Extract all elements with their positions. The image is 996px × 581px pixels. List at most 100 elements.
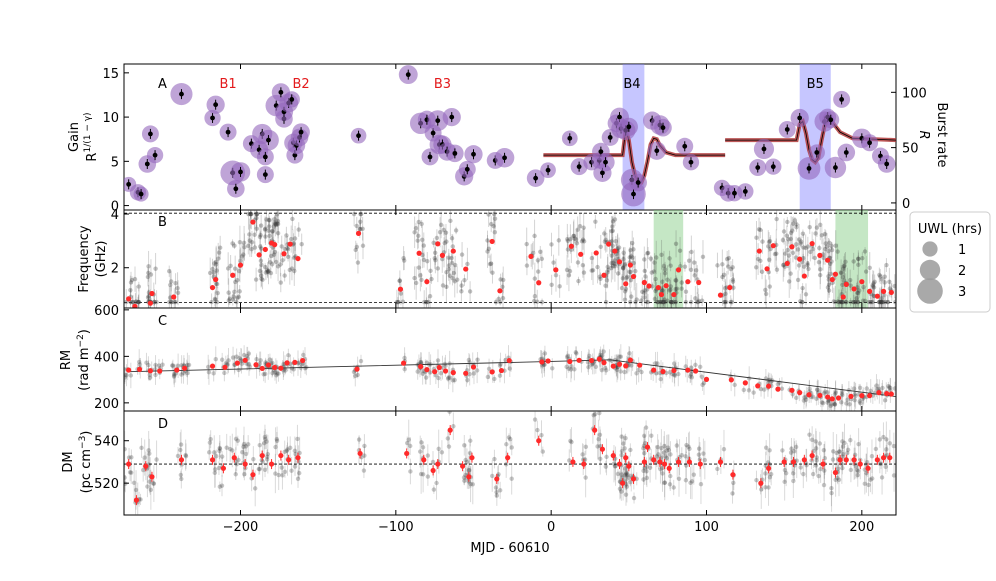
grey-measurement [264,439,269,444]
panel-c-letter: C [158,314,167,329]
grey-measurement [592,411,598,417]
dm-point [851,457,857,463]
rm-point [545,358,551,364]
grey-measurement [172,373,177,378]
grey-measurement [262,227,268,232]
grey-measurement [425,453,431,458]
y-tick-label: 5 [111,155,119,170]
grey-measurement [676,371,681,377]
grey-measurement [124,481,128,486]
grey-measurement [448,218,453,224]
grey-measurement [268,270,274,276]
frequency-point [655,284,661,291]
grey-measurement [233,436,239,442]
grey-measurement [138,497,143,502]
grey-measurement [440,283,446,288]
grey-measurement [699,298,705,303]
grey-measurement [353,247,358,253]
panel-a-x-ticks [239,64,863,210]
grey-measurement [760,239,765,244]
grey-measurement [877,272,882,278]
grey-measurement [276,371,281,376]
grey-measurement [279,465,284,470]
grey-measurement [185,370,190,376]
grey-measurement [814,455,819,460]
grey-measurement [838,299,844,305]
frequency-point [287,241,293,247]
grey-measurement [572,367,577,372]
gain-point [598,149,604,155]
panel-a-gain-points [124,65,896,207]
grey-measurement [845,447,851,452]
grey-measurement [891,473,896,478]
grey-measurement [287,267,293,273]
grey-measurement [206,369,212,375]
grey-measurement [622,466,628,471]
grey-measurement [840,282,845,288]
grey-measurement [297,470,302,476]
dm-point [661,461,668,467]
legend-marker-2 [919,259,941,281]
grey-measurement [729,299,735,305]
grey-measurement [447,375,453,380]
grey-measurement [884,262,889,268]
grey-measurement [782,479,787,485]
grey-measurement [232,266,238,271]
grey-measurement [728,299,733,305]
grey-measurement [595,264,600,270]
grey-measurement [124,475,127,480]
grey-measurement [274,436,280,442]
grey-measurement [236,457,241,463]
grey-measurement [853,393,858,399]
grey-measurement [619,285,625,291]
grey-measurement [762,387,767,392]
frequency-point [727,284,733,291]
grey-measurement [868,477,873,482]
frequency-point [262,246,268,253]
grey-measurement [660,299,665,305]
grey-measurement [835,475,840,481]
grey-measurement [251,456,256,462]
panel-d-ylabel-exponent: −3 [78,436,88,449]
grey-measurement [153,362,158,368]
grey-measurement [818,466,823,472]
dm-point [126,461,132,467]
rm-trend-line [128,359,896,398]
grey-measurement [535,299,540,304]
grey-measurement [497,299,503,305]
grey-measurement [648,256,654,261]
grey-measurement [663,299,668,305]
x-tick-label: 0 [547,520,555,535]
rm-point [181,365,188,371]
grey-measurement [230,297,236,302]
grey-measurement [467,468,472,473]
grey-measurement [497,373,503,378]
grey-measurement [254,211,259,217]
grey-measurement [636,367,641,373]
grey-measurement [839,299,844,305]
grey-measurement [273,222,278,227]
grey-measurement [485,238,490,243]
grey-measurement [500,295,506,301]
grey-measurement [494,493,500,498]
grey-measurement [586,364,591,370]
grey-measurement [884,447,889,452]
grey-measurement [524,263,530,268]
grey-measurement [844,401,849,406]
grey-measurement [661,263,667,269]
grey-measurement [693,268,699,273]
grey-measurement [596,436,601,442]
grey-measurement [571,233,576,239]
grey-measurement [626,475,632,480]
grey-measurement [870,283,875,288]
grey-measurement [580,263,586,268]
panel-c-y-axis: 200 400 600 [94,304,129,412]
grey-measurement [129,277,135,283]
dm-point [581,461,587,467]
rm-point [660,368,666,375]
grey-measurement [774,216,779,222]
grey-measurement [840,444,846,449]
dm-point [865,465,871,471]
grey-measurement [616,245,622,250]
grey-measurement [821,255,826,261]
